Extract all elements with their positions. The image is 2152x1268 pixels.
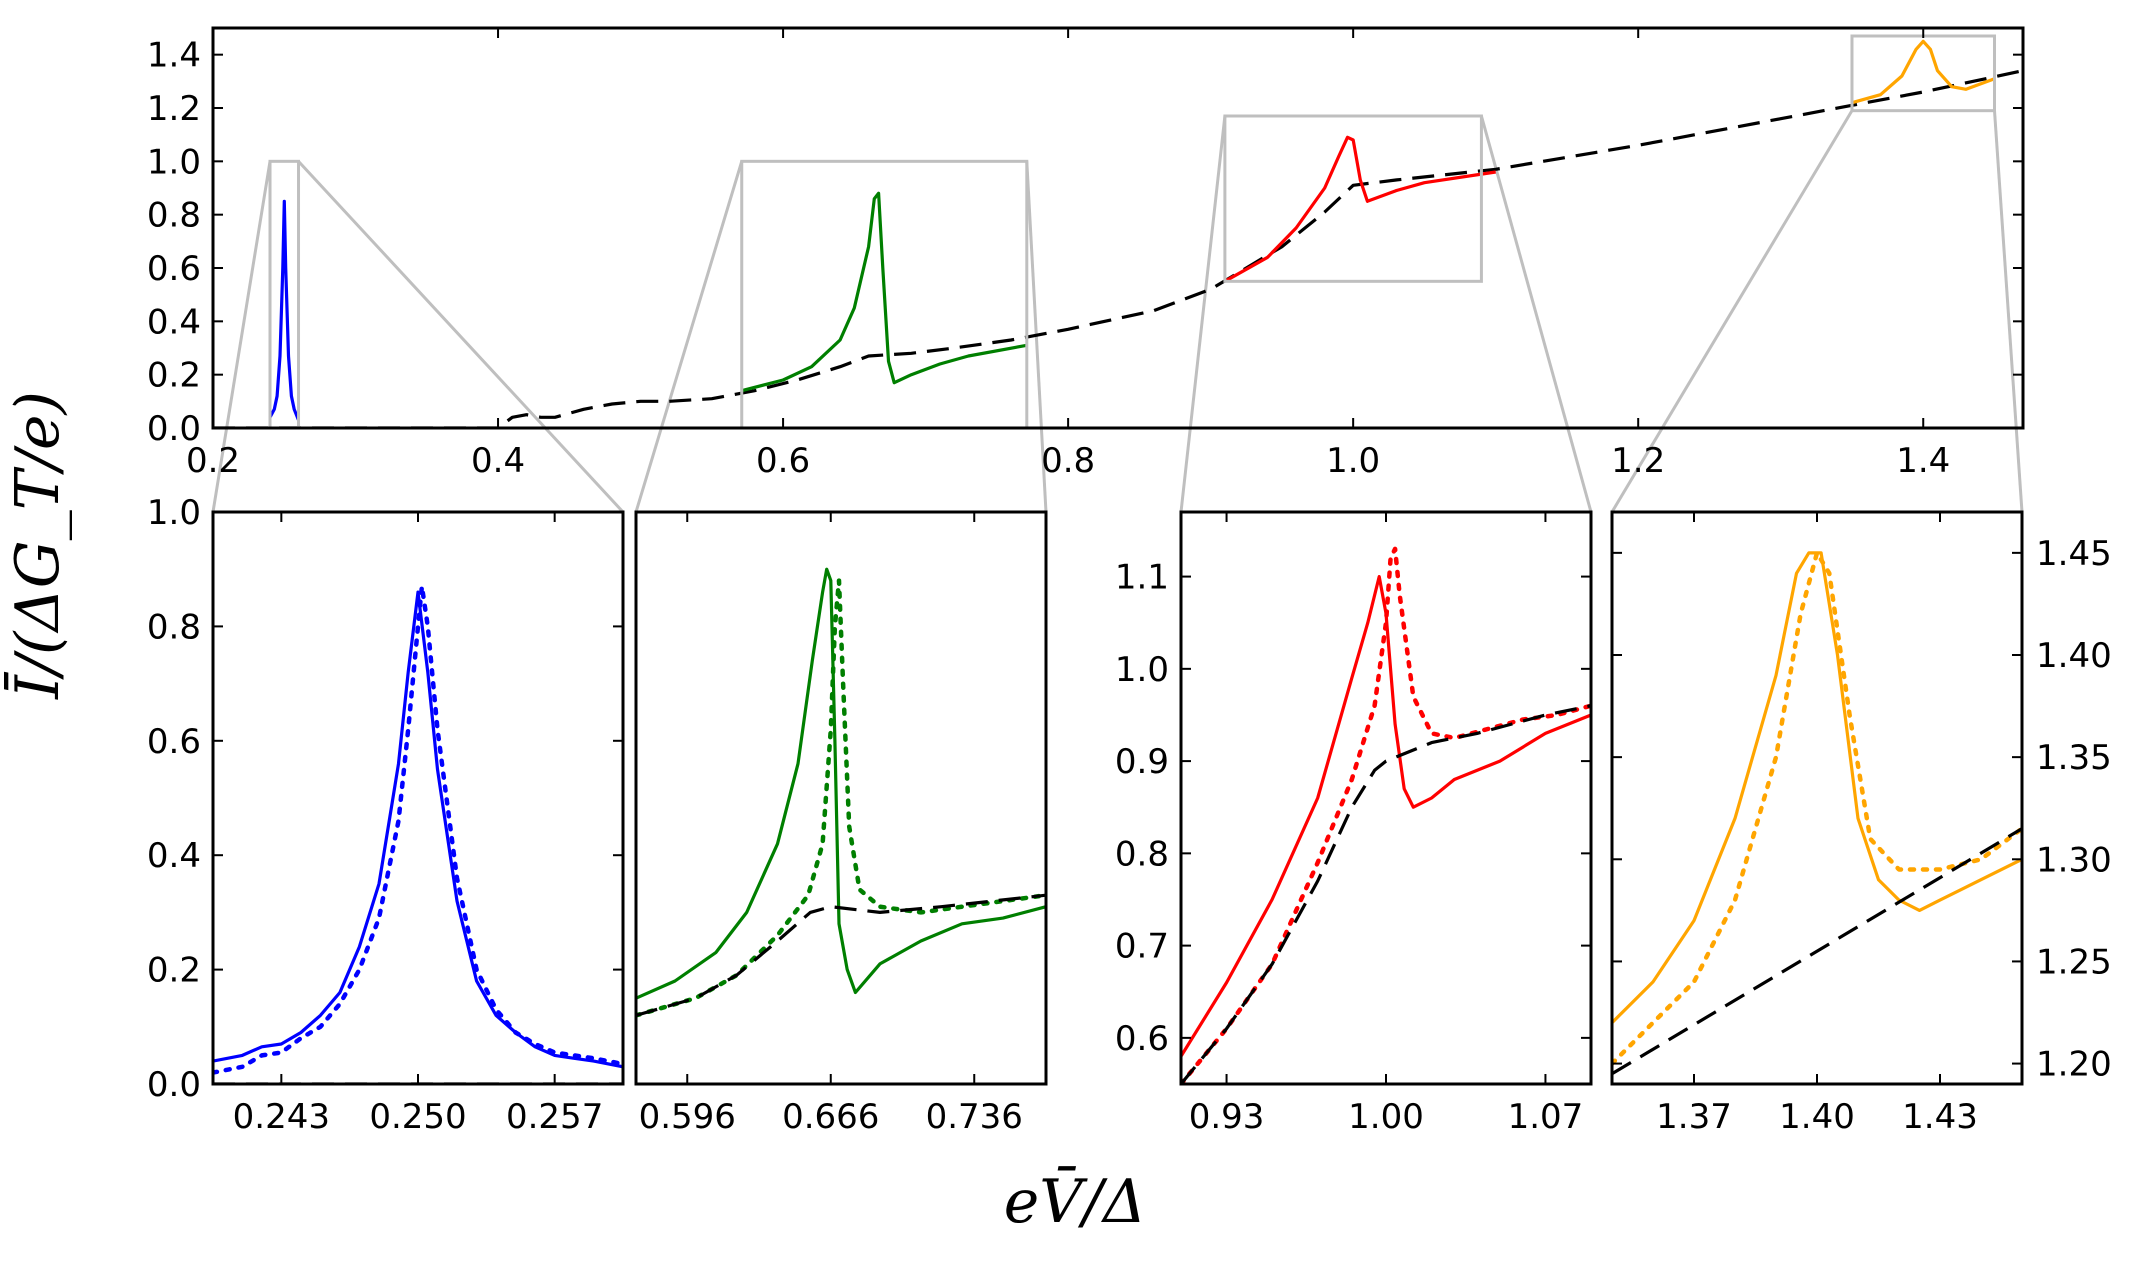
y-tick-label: 0.6: [1115, 1019, 1169, 1059]
series-line-solid: [636, 567, 1046, 1000]
zoom-box-3: [1223, 114, 1483, 283]
y-tick-label: 0.4: [147, 302, 201, 342]
series-line-series-1: [268, 199, 300, 421]
y-tick-label: 0.0: [147, 409, 201, 449]
plot-area: [1612, 550, 2022, 1076]
y-axis-title: Ī/(ΔG_T/e): [3, 391, 73, 700]
zoom-connector-4: [1992, 110, 2024, 513]
y-tick-label: 0.8: [147, 196, 201, 236]
x-tick-label: 1.07: [1508, 1097, 1584, 1137]
y-tick-label: 1.30: [2036, 840, 2112, 880]
y-tick-label: 0.2: [147, 951, 201, 991]
x-axis-title: eV̄/Δ: [1004, 1166, 1146, 1237]
zoom-connector-4: [1610, 109, 1854, 513]
plot-area: [636, 567, 1046, 1018]
x-tick-label: 1.43: [1902, 1097, 1978, 1137]
y-tick-label: 1.1: [1115, 558, 1169, 598]
plot-area: [1181, 546, 1591, 1084]
y-tick-label: 0.6: [147, 249, 201, 289]
y-tick-label: 0.4: [147, 836, 201, 876]
plot-frame: [211, 26, 2025, 430]
plot-area: [213, 39, 2023, 428]
y-tick-label: 0.6: [147, 722, 201, 762]
y-tick-label: 0.7: [1115, 927, 1169, 967]
y-tick-label: 1.35: [2036, 738, 2112, 778]
y-tick-label: 1.2: [147, 89, 201, 129]
y-tick-label: 1.0: [1115, 650, 1169, 690]
zoom-box-4: [1850, 34, 1996, 113]
y-tick-label: 1.0: [147, 142, 201, 182]
y-tick-label: 1.45: [2036, 534, 2112, 574]
inset-plot-1: 0.243 0.250 0.257 0.0 0.2 0.4 0.6 0.8 1.0: [147, 493, 625, 1137]
series-line-solid: [1612, 551, 2022, 1024]
plot-area: [213, 584, 623, 1084]
y-tick-label: 1.40: [2036, 636, 2112, 676]
series-line-dotted: [1612, 550, 2022, 1066]
y-tick-label: 1.20: [2036, 1045, 2112, 1085]
y-tick-label: 0.8: [147, 607, 201, 647]
x-tick-label: 0.93: [1189, 1097, 1265, 1137]
x-tick-label: 0.8: [1041, 441, 1095, 481]
x-tick-label: 1.37: [1656, 1097, 1732, 1137]
x-tick-label: 0.250: [369, 1097, 466, 1137]
series-line-dotted: [636, 578, 1046, 1018]
series-line-dashed: [636, 893, 1046, 1017]
x-tick-label: 0.736: [926, 1097, 1023, 1137]
y-tick-label: 1.0: [147, 493, 201, 533]
zoom-connector-3: [1179, 115, 1227, 513]
series-line-series-4: [1851, 39, 1996, 105]
x-tick-label: 1.4: [1896, 441, 1950, 481]
y-tick-label: 0.8: [1115, 834, 1169, 874]
main-plot: 0.2 0.4 0.6 0.8 1.0 1.2 1.40.00.20.40.60.81.01…: [147, 26, 2025, 481]
x-tick-label: 0.4: [471, 441, 525, 481]
y-tick-label: 0.0: [147, 1065, 201, 1105]
x-tick-label: 0.257: [506, 1097, 603, 1137]
series-line-dotted: [213, 584, 623, 1075]
x-tick-label: 0.2: [186, 441, 240, 481]
series-line-series-2: [741, 191, 1028, 393]
x-tick-label: 0.6: [756, 441, 810, 481]
x-tick-label: 0.666: [782, 1097, 879, 1137]
x-tick-label: 1.00: [1348, 1097, 1424, 1137]
x-tick-label: 1.40: [1779, 1097, 1855, 1137]
inset-plot-3: 0.93 1.00 1.07 0.6 0.7 0.8 0.9 1.0 1.1: [1115, 510, 1593, 1137]
zoom-connectors: [211, 109, 2024, 514]
series-line-solid: [1181, 574, 1591, 1058]
series-line-solid: [213, 590, 623, 1069]
zoom-connector-1: [211, 161, 272, 513]
plot-frame: [634, 510, 1048, 1086]
x-tick-label: 0.596: [639, 1097, 736, 1137]
series-line-dashed: [1181, 704, 1591, 1084]
y-tick-label: 1.25: [2036, 942, 2112, 982]
y-tick-label: 1.4: [147, 36, 201, 76]
y-tick-label: 0.2: [147, 356, 201, 396]
zoom-connector-3: [1479, 115, 1593, 513]
inset-plot-2: 0.596 0.666 0.736: [634, 510, 1048, 1137]
x-tick-label: 1.0: [1326, 441, 1380, 481]
y-tick-label: 0.9: [1115, 742, 1169, 782]
series-line-series-3: [1224, 135, 1496, 283]
zoom-connector-1: [297, 160, 625, 514]
x-tick-label: 0.243: [233, 1097, 330, 1137]
x-tick-label: 1.2: [1611, 441, 1665, 481]
inset-plot-4: 1.37 1.40 1.43 1.20 1.25 1.30 1.35 1.40 1.45: [1610, 510, 2112, 1137]
zoom-connector-2: [634, 160, 744, 513]
plot-frame: [1610, 510, 2024, 1086]
series-line-reference: [213, 69, 2023, 428]
series-line-dashed: [1612, 827, 2022, 1076]
